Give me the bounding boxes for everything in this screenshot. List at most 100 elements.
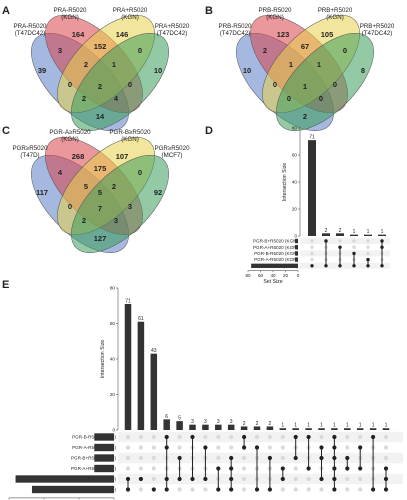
upset-e-bar [253, 426, 261, 430]
upset-e-matrix-dot [254, 434, 260, 440]
panel-letter-e: E [2, 279, 9, 291]
upset-e-matrix-dot [280, 445, 285, 450]
venn-b-r134-count: 0 [319, 94, 323, 103]
upset-e-ytick-label: 0 [112, 428, 115, 433]
venn-c-r12-count: 4 [58, 168, 63, 177]
upset-d-matrix-dot [310, 251, 314, 256]
upset-d-bar [364, 234, 372, 236]
venn-c-r123-count: 5 [84, 182, 88, 191]
venn-b-r13-count: 0 [273, 80, 277, 89]
upset-e-bar-label: 1 [281, 423, 284, 429]
upset-d-setsize-bar [294, 257, 298, 262]
venn-a-r12-count: 3 [58, 46, 62, 55]
upset-e-bar [369, 428, 377, 430]
upset-d-setsize-tick-label: 80 [245, 273, 251, 278]
venn-a-r1-count: 39 [38, 66, 46, 75]
upset-e-bar [215, 424, 222, 430]
venn-b-r23-count: 67 [301, 42, 309, 51]
upset-e-matrix-dot [267, 445, 272, 450]
venn-b-r123-count: 1 [289, 60, 293, 69]
venn-c-r2-count: 268 [72, 152, 85, 161]
upset-e-matrix-dot [151, 434, 156, 440]
venn-a-r123-count: 2 [84, 60, 88, 69]
upset-d-matrix-dot [366, 257, 370, 262]
upset-d-setsize-tick-label: 60 [258, 273, 264, 278]
upset-e-matrix-dot [280, 455, 285, 461]
upset-e-bar [176, 421, 183, 430]
upset-e-bar-label: 1 [307, 423, 310, 429]
upset-e-matrix-dot [319, 487, 324, 492]
upset-e-matrix-dot [345, 445, 350, 450]
upset-d-ytick-label: 20 [292, 207, 298, 212]
venn-c-rc-count: 5 [98, 188, 102, 197]
venn-a-label-3: PRA+R5020 (KGN) [113, 7, 148, 21]
upset-d-set-label: PGR-B-R5020 (KGN) [254, 251, 298, 256]
upset-e-matrix-dot [138, 445, 143, 450]
upset-e-matrix-dot [383, 455, 389, 461]
upset-e-bar-label: 1 [372, 423, 375, 429]
upset-d-bar-label: 2 [339, 228, 342, 234]
upset-e-bar [318, 428, 325, 430]
upset-d-set-label: PGR-A-R5020 (KGN) [254, 257, 298, 262]
upset-plot-e: 0 20 40 60 80 Intersection Size 71 61 43 6 5 3 3 3 3 2 2… [5, 286, 403, 500]
upset-e-matrix-dot [151, 455, 156, 461]
venn-a-r4-count: 10 [154, 66, 162, 75]
upset-e-matrix-dot [177, 445, 182, 450]
upset-e-ytick-label: 80 [110, 286, 116, 291]
upset-e-matrix-row-bg [118, 473, 403, 485]
upset-d-set-label: PGR-A+R5020 (KGN) [253, 245, 299, 250]
upset-d-ytick-label: 40 [292, 180, 298, 185]
upset-d-matrix-dot [310, 264, 314, 268]
venn-c-label-2: PGR-A≥R5020 (KGN) [49, 129, 91, 143]
venn-a-r24-count: 0 [128, 80, 132, 89]
upset-e-matrix-dot [345, 476, 350, 482]
upset-e-bar-label: 1 [346, 423, 349, 429]
upset-e-matrix-dot [345, 487, 350, 492]
upset-d-ytick-label: 0 [294, 234, 297, 239]
upset-e-bar [344, 428, 351, 430]
venn-a-r34-count: 0 [138, 46, 142, 55]
upset-e-matrix-dot [203, 434, 208, 440]
upset-e-bar [124, 303, 132, 430]
upset-d-setsize-bar [294, 238, 298, 244]
upset-e-bar [356, 428, 364, 430]
upset-d-bar [308, 140, 316, 236]
upset-e-set-label: PGR-A+R5020 (KGN) [71, 466, 117, 471]
venn-a-r23-count: 152 [94, 42, 107, 51]
upset-e-set-label: PGR-B+R5020 (KGN) [71, 456, 117, 461]
upset-e-bar [150, 353, 158, 430]
upset-e-matrix-dot [138, 476, 143, 482]
upset-d-matrix-dot [366, 239, 370, 243]
upset-e-matrix-dot [267, 434, 272, 440]
upset-e-bar [163, 419, 170, 430]
upset-d-ytick-label: 80 [292, 126, 298, 131]
upset-e-matrix-dot [229, 445, 234, 450]
upset-e-matrix-dot [125, 455, 131, 461]
venn-b-label-3: PRB+R5020 (KGN) [318, 7, 353, 21]
panel-letter-b: B [205, 5, 213, 17]
upset-e-bar-label: 1 [359, 423, 362, 429]
venn-a-r3-count: 146 [116, 30, 129, 39]
venn-a-r14-count: 14 [96, 112, 105, 121]
upset-e-matrix-dot [293, 466, 298, 471]
venn-c-set-4-ellipse [71, 155, 169, 253]
upset-d-setsize-bar [294, 251, 298, 256]
venn-a-label-1: PRA-R5020 (T47DC42) [13, 23, 47, 37]
venn-c-r4-count: 92 [154, 188, 162, 197]
upset-e-matrix-row-bg [118, 452, 403, 464]
venn-c-r3-count: 107 [116, 152, 129, 161]
upset-e-matrix-dot [151, 466, 156, 471]
venn-c-r1-count: 117 [36, 188, 48, 197]
upset-d-matrix-dot [352, 245, 356, 249]
venn-c-r124-count: 2 [82, 216, 86, 225]
upset-e-bar-label: 2 [269, 421, 272, 427]
upset-d-setsize-bar [251, 263, 298, 268]
upset-e-matrix-dot [293, 476, 298, 482]
upset-e-bar [202, 424, 209, 430]
upset-e-matrix-dot [383, 434, 389, 440]
upset-d-matrix-row-bg [300, 250, 390, 257]
upset-e-matrix-dot [138, 434, 143, 440]
upset-e-matrix-dot [151, 476, 156, 482]
upset-e-bar-label: 1 [385, 423, 388, 429]
